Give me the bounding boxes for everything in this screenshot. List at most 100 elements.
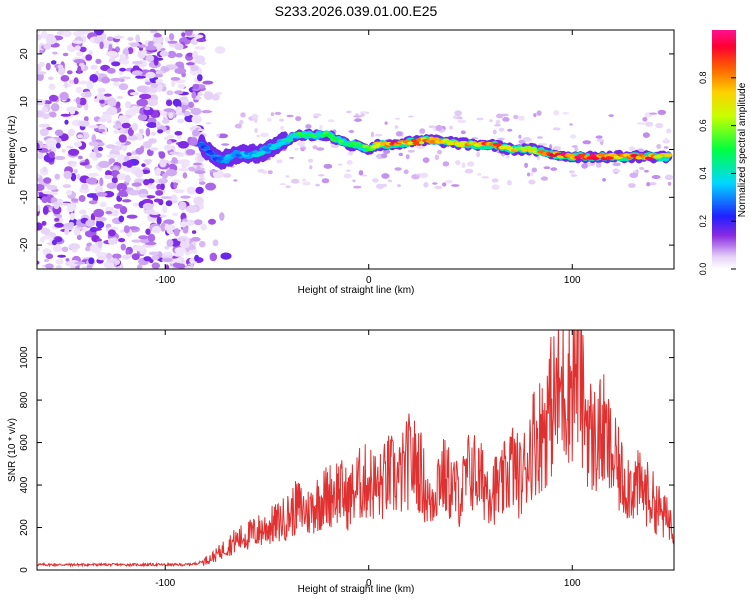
heatmap-noise-cell	[394, 167, 402, 171]
heatmap-noise-cell	[182, 226, 189, 234]
heatmap-noise-cell	[181, 32, 186, 37]
heatmap-noise-cell	[239, 119, 244, 125]
heatmap-noise-cell	[158, 178, 168, 184]
heatmap-noise-cell	[113, 203, 123, 209]
heatmap-noise-cell	[132, 202, 141, 207]
heatmap-noise-cell	[533, 113, 537, 118]
heatmap-noise-cell	[69, 212, 75, 221]
heatmap-noise-cell	[506, 180, 512, 186]
heatmap-noise-cell	[129, 92, 140, 96]
colorbar-ticks: 0.0 0.2 0.4 0.6 0.8	[698, 72, 736, 275]
heatmap-ridge-cell	[286, 138, 294, 142]
heatmap-noise-cell	[319, 124, 323, 131]
heatmap-noise-cell	[162, 205, 168, 214]
heatmap-noise-cell	[88, 124, 99, 129]
heatmap-noise-cell	[291, 178, 300, 184]
heatmap-noise-cell	[147, 233, 156, 243]
heatmap-y-tick-label: 10	[19, 96, 30, 108]
heatmap-noise-cell	[141, 163, 146, 168]
heatmap-noise-cell	[188, 101, 195, 109]
heatmap-noise-cell	[55, 258, 64, 265]
heatmap-noise-cell	[95, 216, 107, 222]
snr-x-tick-label: -100	[155, 578, 175, 589]
heatmap-noise-cell	[77, 65, 82, 75]
heatmap-noise-cell	[37, 173, 40, 179]
heatmap-noise-cell	[99, 41, 104, 50]
heatmap-noise-cell	[407, 149, 415, 153]
heatmap-noise-cell	[550, 167, 558, 171]
heatmap-noise-cell	[37, 222, 43, 231]
heatmap-noise-cell	[48, 94, 59, 102]
heatmap-noise-cell	[97, 87, 106, 93]
heatmap-noise-cell	[45, 62, 51, 71]
heatmap-noise-cell	[183, 163, 190, 167]
heatmap-noise-cell	[96, 238, 102, 242]
heatmap-noise-cell	[612, 169, 621, 173]
heatmap-noise-cell	[150, 83, 159, 88]
heatmap-noise-cell	[498, 127, 505, 132]
heatmap-noise-cell	[312, 145, 318, 150]
heatmap-noise-cell	[76, 51, 84, 57]
heatmap-noise-cell	[99, 201, 107, 208]
heatmap-noise-cell	[124, 101, 132, 109]
heatmap-noise-cell	[476, 151, 480, 158]
heatmap-noise-cell	[198, 177, 204, 183]
heatmap-ridge-cell	[203, 146, 210, 150]
heatmap-noise-cell	[131, 182, 142, 187]
heatmap-noise-cell	[497, 137, 506, 141]
heatmap-noise-cell	[37, 151, 44, 160]
heatmap-y-label: Frequency (Hz)	[7, 116, 18, 185]
heatmap-noise-cell	[150, 211, 160, 215]
heatmap-noise-cell	[489, 119, 493, 123]
heatmap-noise-cell	[121, 59, 130, 65]
heatmap-noise-cell	[166, 134, 174, 139]
heatmap-noise-cell	[66, 189, 73, 196]
heatmap-noise-cell	[160, 222, 166, 232]
heatmap-noise-cell	[70, 173, 77, 182]
heatmap-noise-cell	[146, 195, 156, 199]
heatmap-noise-cell	[122, 254, 131, 260]
heatmap-noise-cell	[63, 170, 72, 180]
heatmap-ridge-cell	[664, 153, 673, 157]
heatmap-noise-cell	[219, 212, 225, 221]
heatmap-noise-cell	[41, 106, 48, 113]
heatmap-noise-cell	[467, 161, 475, 167]
heatmap-noise-cell	[394, 125, 399, 129]
heatmap-noise-cell	[178, 201, 187, 211]
heatmap-noise-cell	[85, 91, 92, 98]
heatmap-noise-cell	[112, 124, 122, 129]
heatmap-noise-cell	[451, 184, 460, 187]
heatmap-noise-cell	[194, 254, 200, 262]
heatmap-noise-cell	[85, 219, 96, 227]
heatmap-noise-cell	[68, 128, 75, 137]
heatmap-noise-cell	[86, 193, 98, 198]
heatmap-noise-cell	[178, 263, 186, 269]
heatmap-noise-cell	[517, 115, 525, 121]
heatmap-noise-cell	[145, 159, 151, 165]
heatmap-noise-cell	[85, 246, 91, 252]
heatmap-noise-cell	[149, 147, 159, 151]
heatmap-noise-cell	[174, 67, 187, 74]
heatmap-noise-cell	[60, 75, 70, 82]
heatmap-noise-cell	[492, 129, 497, 135]
heatmap-noise-cell	[153, 33, 162, 38]
heatmap-noise-cell	[88, 172, 100, 177]
heatmap-noise-cell	[88, 50, 93, 55]
heatmap-noise-cell	[531, 167, 537, 173]
heatmap-noise-cell	[73, 77, 79, 85]
heatmap-noise-cell	[98, 118, 107, 123]
heatmap-noise-cell	[117, 95, 123, 100]
heatmap-noise-cell	[327, 119, 335, 123]
heatmap-y-tick-label: 0	[19, 146, 30, 152]
heatmap-noise-cell	[449, 125, 453, 130]
heatmap-noise-cell	[608, 114, 614, 117]
heatmap-noise-cell	[179, 240, 190, 249]
heatmap-noise-cell	[543, 166, 551, 170]
heatmap-noise-cell	[140, 238, 149, 244]
heatmap-noise-cell	[61, 149, 66, 153]
heatmap-noise-cell	[83, 116, 89, 122]
heatmap-noise-cell	[552, 127, 561, 131]
heatmap-noise-cell	[131, 70, 143, 76]
heatmap-noise-cell	[161, 118, 170, 124]
